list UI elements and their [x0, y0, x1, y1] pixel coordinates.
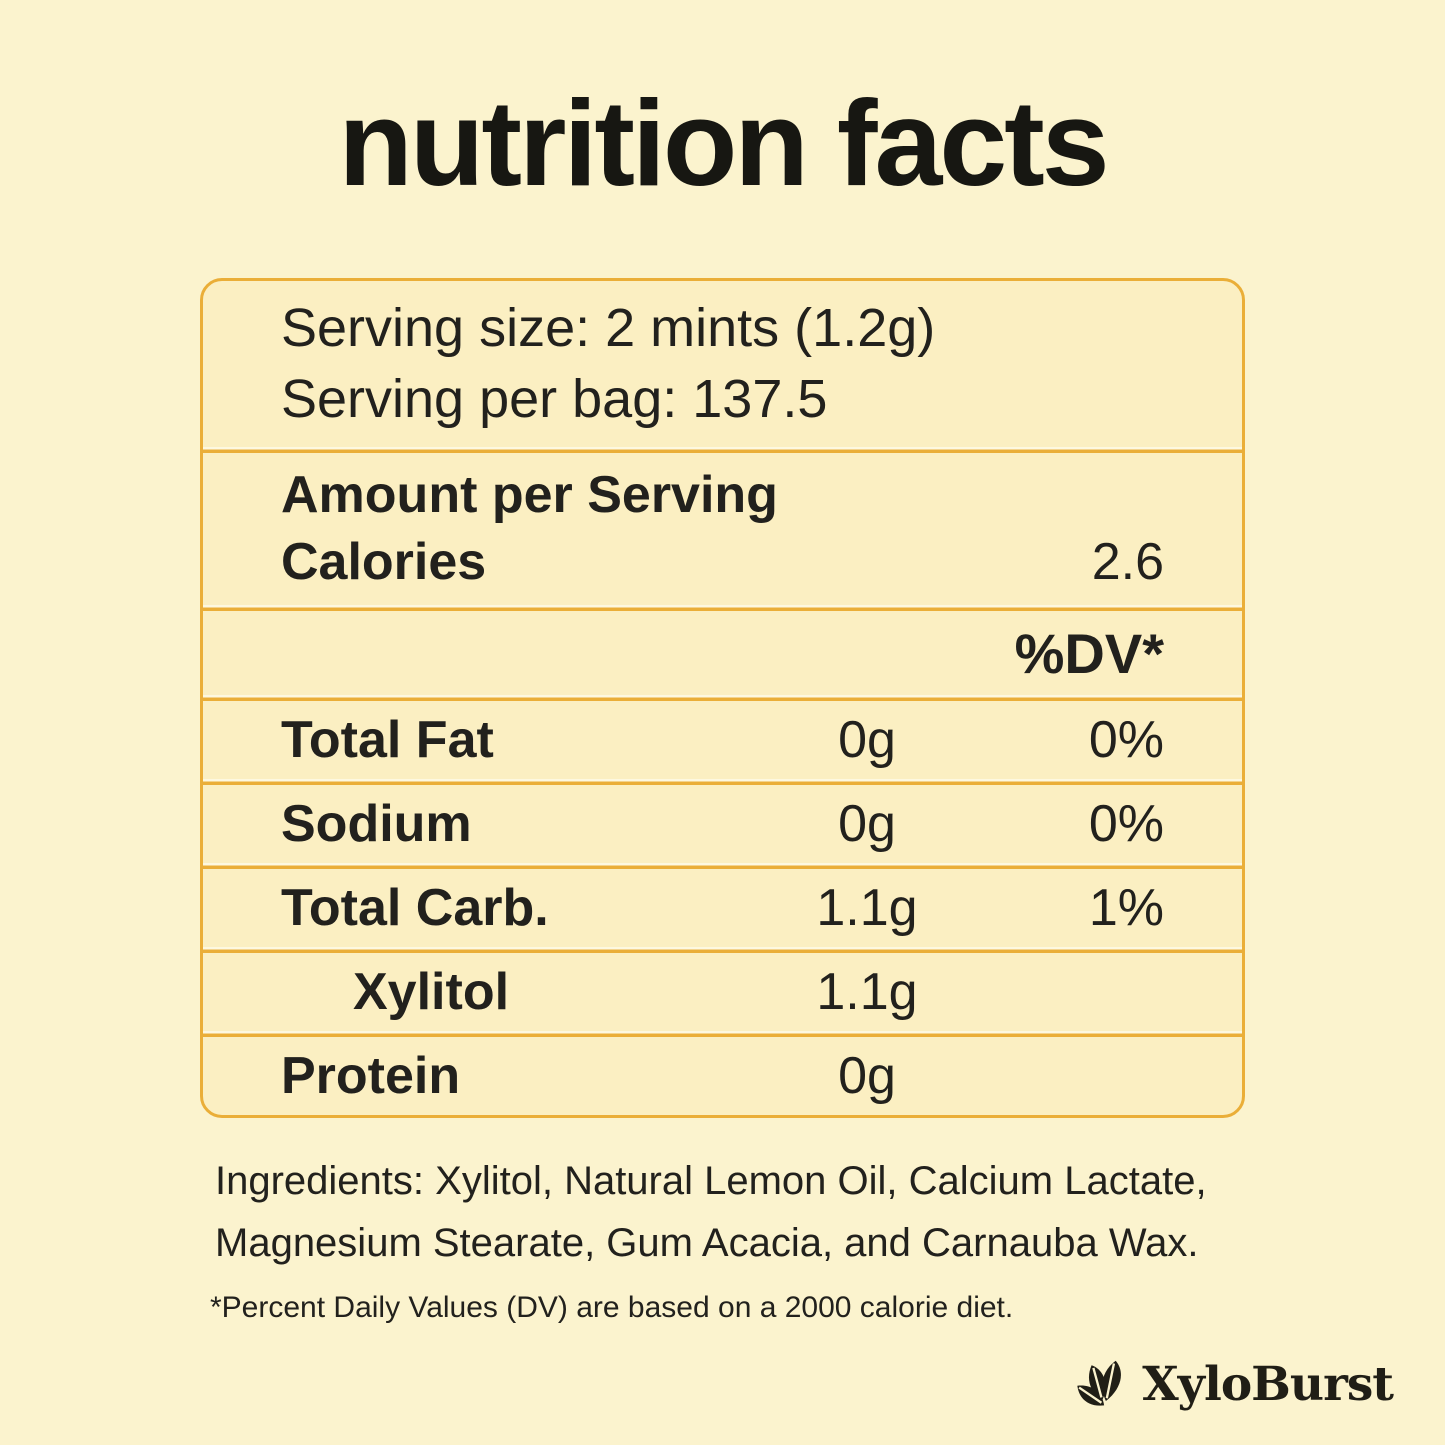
- nutrient-rows: Total Fat 0g 0% Sodium 0g 0% Total Carb.…: [203, 701, 1242, 1115]
- serving-section: Serving size: 2 mints (1.2g) Serving per…: [203, 281, 1242, 447]
- brand-name: XyloBurst: [1142, 1356, 1394, 1412]
- nutrient-label: Sodium: [281, 795, 472, 853]
- daily-value-header: %DV*: [1014, 621, 1164, 685]
- calories-value: 2.6: [1091, 533, 1164, 591]
- divider: [203, 779, 1242, 785]
- divider: [203, 605, 1242, 611]
- nutrient-label: Xylitol: [353, 963, 510, 1021]
- nutrient-dv: 0%: [1088, 711, 1164, 769]
- divider: [203, 695, 1242, 701]
- daily-value-header-row: %DV*: [203, 611, 1242, 695]
- page-title: nutrition facts: [338, 75, 1109, 211]
- nutrient-row: Total Fat 0g 0%: [203, 701, 1242, 779]
- nutrient-amount: 0g: [838, 1047, 896, 1105]
- amount-per-serving-header: Amount per Serving: [281, 466, 778, 525]
- calories-section: Amount per Serving Calories 2.6: [203, 453, 1242, 605]
- nutrient-dv: 0%: [1088, 795, 1164, 853]
- nutrient-dv: 1%: [1088, 879, 1164, 937]
- ingredients-line-2: Magnesium Stearate, Gum Acacia, and Carn…: [215, 1221, 1199, 1265]
- ingredients-line-1: Ingredients: Xylitol, Natural Lemon Oil,…: [215, 1159, 1207, 1203]
- divider: [203, 863, 1242, 869]
- divider: [203, 1031, 1242, 1037]
- nutrient-row: Xylitol 1.1g: [203, 953, 1242, 1031]
- nutrient-amount: 0g: [838, 795, 896, 853]
- nutrient-amount: 1.1g: [816, 963, 918, 1021]
- leaf-icon: [1077, 1360, 1122, 1406]
- calories-row: Calories 2.6: [281, 535, 1164, 590]
- nutrition-panel: Serving size: 2 mints (1.2g) Serving per…: [200, 278, 1245, 1118]
- calories-label: Calories: [281, 533, 487, 591]
- serving-size-line: Serving size: 2 mints (1.2g): [281, 298, 936, 359]
- brand-logo: XyloBurst: [1076, 1356, 1394, 1412]
- nutrient-label: Total Carb.: [281, 879, 549, 937]
- divider: [203, 447, 1242, 453]
- nutrient-label: Protein: [281, 1047, 461, 1105]
- divider: [203, 947, 1242, 953]
- nutrient-amount: 0g: [838, 711, 896, 769]
- ingredients-text: Ingredients: Xylitol, Natural Lemon Oil,…: [215, 1150, 1445, 1274]
- nutrient-label: Total Fat: [281, 711, 494, 769]
- nutrient-row: Sodium 0g 0%: [203, 785, 1242, 863]
- nutrient-amount: 1.1g: [816, 879, 918, 937]
- servings-per-bag-line: Serving per bag: 137.5: [281, 369, 828, 429]
- nutrient-row: Total Carb. 1.1g 1%: [203, 869, 1242, 947]
- nutrient-row: Protein 0g: [203, 1037, 1242, 1115]
- dv-footnote: *Percent Daily Values (DV) are based on …: [210, 1291, 1014, 1324]
